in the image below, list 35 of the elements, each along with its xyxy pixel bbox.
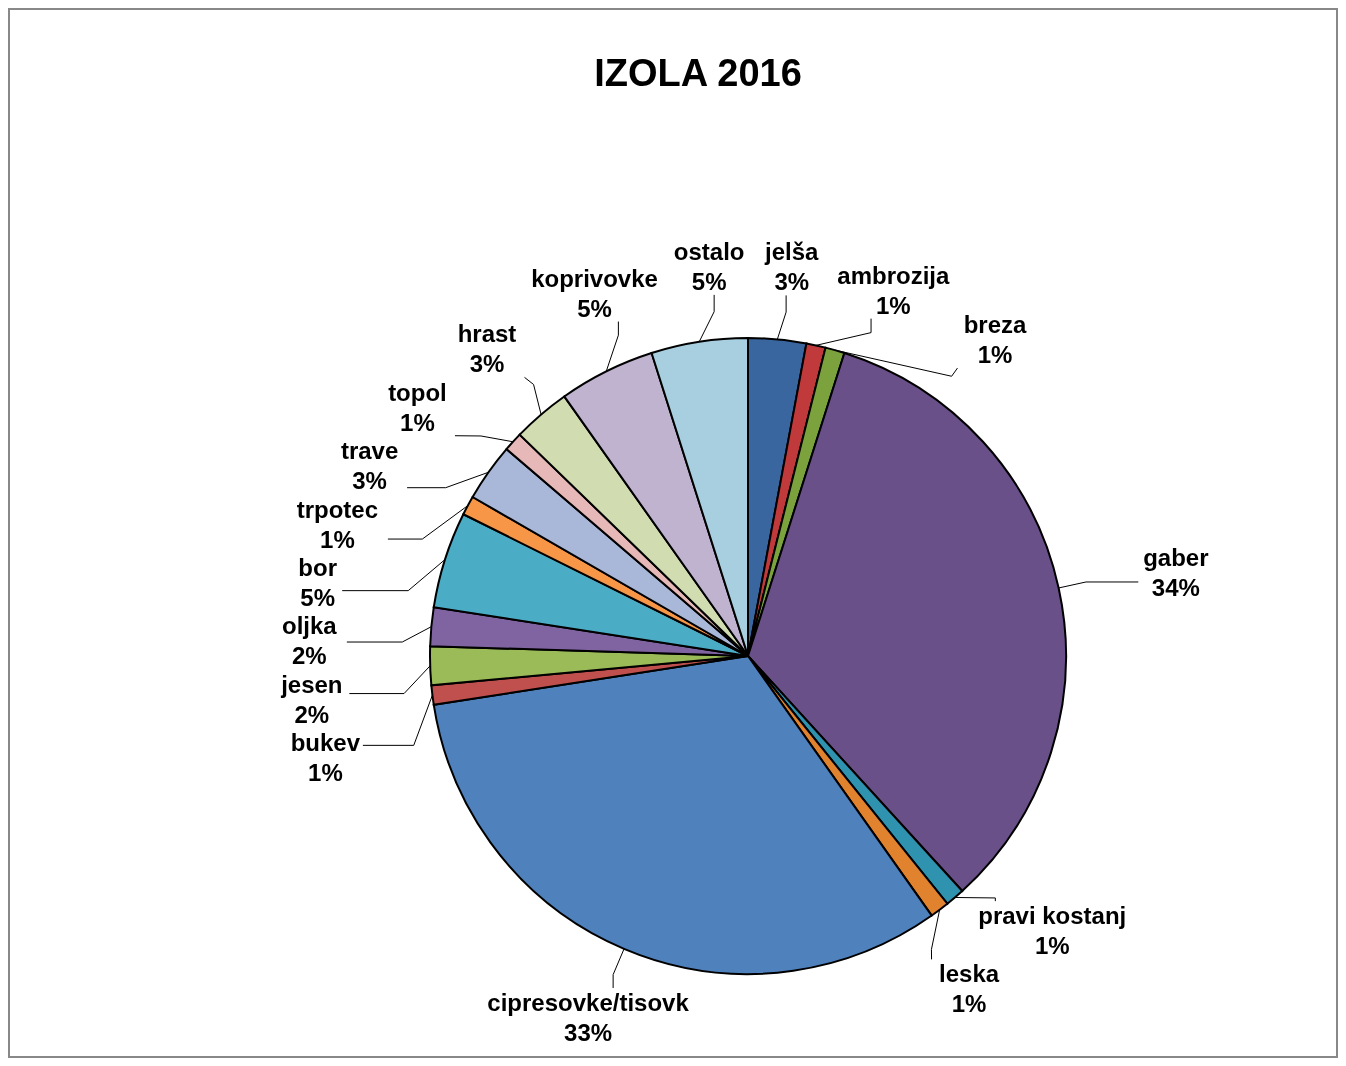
slice-label: jelša xyxy=(764,238,820,266)
slice-label: koprivovke xyxy=(531,264,658,292)
data-label: 2% xyxy=(294,700,330,728)
data-label: 34% xyxy=(1151,574,1200,602)
slice-label: ambrozija xyxy=(837,261,951,289)
slice-label: jesen xyxy=(280,670,343,698)
slice-label: cipresovke/tisovk xyxy=(487,988,690,1016)
data-label: 1% xyxy=(1034,932,1070,960)
slice-label: topol xyxy=(388,378,447,406)
data-label: 1% xyxy=(977,341,1013,369)
data-label: 5% xyxy=(577,294,612,322)
slice-label: gaber xyxy=(1143,544,1209,572)
slice-label: bukev xyxy=(290,729,361,757)
data-label: 1% xyxy=(320,525,355,553)
slice-label: ostalo xyxy=(673,237,745,265)
data-label: 5% xyxy=(691,267,727,295)
data-label: 33% xyxy=(564,1018,613,1046)
slice-label: trave xyxy=(340,437,399,465)
data-label: 1% xyxy=(951,990,987,1018)
slice-label: oljka xyxy=(282,612,338,640)
slice-label: hrast xyxy=(457,320,517,348)
slice-label: leska xyxy=(939,960,1000,988)
slice-label: breza xyxy=(963,311,1027,339)
data-label: 5% xyxy=(300,583,336,611)
data-label: 3% xyxy=(469,350,505,378)
chart-title: IZOLA 2016 xyxy=(594,52,802,94)
data-label: 2% xyxy=(292,642,327,670)
data-label: 3% xyxy=(774,268,810,296)
data-label: 1% xyxy=(400,408,435,436)
data-label: 1% xyxy=(308,759,343,787)
slice-label: bor xyxy=(298,553,338,581)
slice-label: trpotec xyxy=(296,495,379,523)
data-label: 1% xyxy=(876,291,911,319)
slice-label: pravi kostanj xyxy=(978,902,1127,930)
data-label: 3% xyxy=(352,467,387,495)
